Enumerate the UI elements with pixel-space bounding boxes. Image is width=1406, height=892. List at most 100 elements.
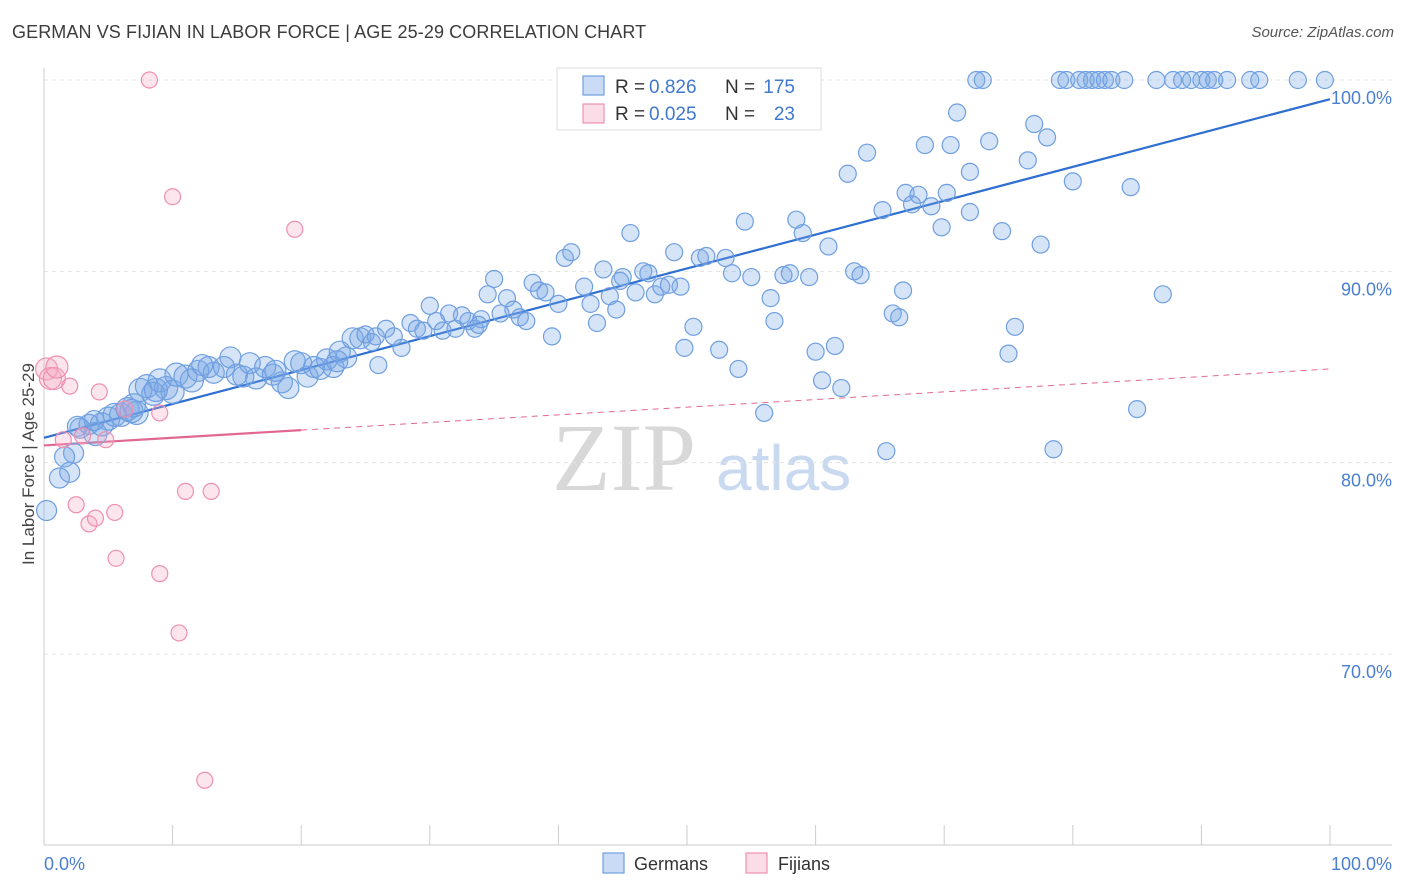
point-german [1127,399,1147,419]
legend-r-value-germans: 0.826 [649,77,697,98]
watermark: ZIP atlas [552,404,851,511]
point-german [1121,178,1140,197]
point-german [1115,70,1134,90]
x-tick-label-min: 0.0% [44,854,85,874]
point-german [1031,235,1050,254]
point-german [420,296,439,315]
point-fijian [45,355,69,379]
legend-r-value-fijians: 0.025 [649,104,697,125]
point-german [980,132,999,151]
point-german [690,248,709,268]
point-german [1218,70,1237,90]
trend-lines [43,98,1331,447]
point-german [48,467,71,489]
point-german [1018,151,1037,170]
point-fijian [107,549,125,567]
point-german [960,202,980,222]
bottom-legend-label-germans: Germans [634,854,708,874]
point-german [376,319,396,338]
legend-r-label-fijians: R = [615,104,645,125]
point-fijian [97,431,115,449]
point-german [806,342,825,361]
point-german [626,283,645,302]
point-german [1153,285,1172,304]
point-german [1082,70,1102,90]
point-german [1037,128,1057,147]
point-german [960,162,980,181]
point-german [937,183,956,202]
point-german [392,338,411,357]
point-german [684,317,703,336]
point-fijian [86,509,105,527]
point-german [35,499,58,522]
point-german [1057,70,1076,90]
point-fijian [54,431,72,449]
y-tick-label-90: 90.0% [1341,279,1392,299]
point-german [722,264,742,283]
point-german [83,409,105,432]
legend-box [556,67,822,131]
point-german [530,281,549,300]
point-german [575,277,594,296]
point-german [173,364,198,389]
point-german [838,164,857,183]
legend-n-label-fijians: N = [725,104,755,125]
point-german [1050,70,1070,90]
point-german [1005,317,1025,336]
point-german [141,381,166,406]
legend-swatch-fijians [582,103,605,124]
point-german [366,327,385,346]
point-german [755,403,774,423]
point-german [1095,70,1115,90]
legend-swatch-germans [582,75,605,96]
point-fijian [140,71,159,89]
point-german [1205,70,1224,90]
point-german [780,264,799,283]
data-points [34,70,1334,789]
point-fijian [196,771,214,789]
point-fijian [90,383,108,401]
point-fijian [151,404,169,422]
point-fijian [42,366,66,391]
point-german [793,223,812,243]
point-german [261,363,285,386]
point-german [812,371,832,390]
point-german [191,353,214,377]
point-german [832,378,851,398]
point-german [800,267,819,287]
y-tick-label-70: 70.0% [1341,662,1392,682]
point-german [992,222,1012,241]
point-german [414,321,433,340]
point-german [1198,70,1217,90]
point-german [932,218,951,237]
point-fijian [73,427,92,445]
point-german [154,375,179,401]
point-german [1147,70,1166,90]
point-german [1102,70,1121,90]
point-fijian [67,496,85,514]
point-german [517,311,536,331]
point-german [999,344,1018,363]
point-german [1025,114,1044,134]
point-fijian [202,482,220,500]
y-tick-label-100: 100.0% [1331,88,1392,108]
point-german [369,355,388,375]
point-german [665,243,684,262]
point-german [765,311,784,331]
point-fijian [80,515,98,533]
point-german [729,359,748,379]
chart-title: GERMAN VS FIJIAN IN LABOR FORCE | AGE 25… [12,22,647,42]
point-german [857,143,877,162]
point-german [774,266,793,285]
point-german [407,319,427,338]
point-german [735,212,754,231]
watermark-atlas: atlas [716,432,851,504]
point-german [1192,70,1211,90]
point-german [143,377,168,403]
point-german [877,442,896,461]
legend-n-value-fijians: 23 [774,104,795,125]
point-german [851,266,870,285]
point-fijian [176,482,195,500]
point-german [893,281,913,300]
